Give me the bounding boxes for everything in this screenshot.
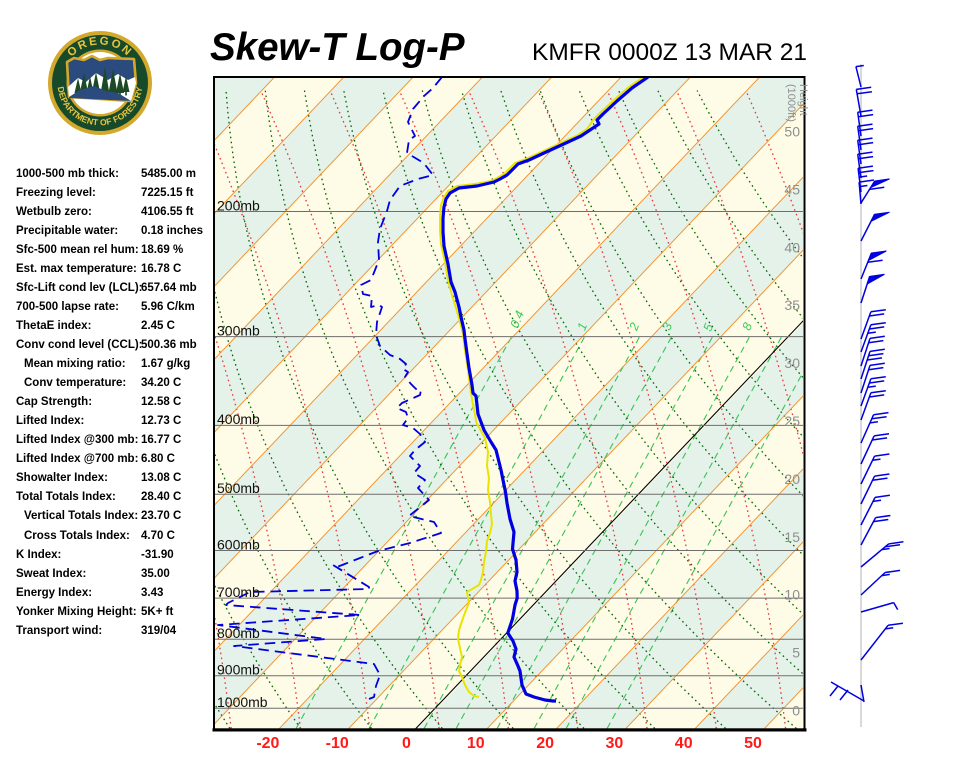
svg-text:3: 3 [659, 321, 675, 333]
svg-text:0: 0 [402, 735, 411, 752]
svg-text:30: 30 [784, 355, 800, 371]
svg-text:Height: Height [797, 84, 809, 116]
svg-text:30: 30 [606, 735, 624, 752]
svg-text:8: 8 [739, 321, 755, 333]
svg-text:20: 20 [536, 735, 554, 752]
svg-text:400mb: 400mb [217, 411, 260, 427]
svg-text:45: 45 [784, 181, 800, 197]
svg-text:1: 1 [574, 321, 590, 333]
svg-text:50: 50 [784, 124, 800, 140]
svg-text:800mb: 800mb [217, 625, 260, 641]
svg-text:15: 15 [784, 529, 800, 545]
svg-text:600mb: 600mb [217, 536, 260, 552]
svg-text:10: 10 [467, 735, 485, 752]
svg-text:35: 35 [784, 297, 800, 313]
svg-text:25: 25 [784, 413, 800, 429]
svg-text:0.4: 0.4 [508, 309, 528, 330]
svg-text:10: 10 [784, 587, 800, 603]
svg-text:200mb: 200mb [217, 197, 260, 213]
svg-text:900mb: 900mb [217, 662, 260, 678]
svg-text:5: 5 [792, 645, 800, 661]
svg-text:-10: -10 [326, 735, 349, 752]
svg-text:1000mb: 1000mb [217, 694, 268, 710]
svg-text:300mb: 300mb [217, 322, 260, 338]
svg-text:(1000ft): (1000ft) [785, 84, 797, 122]
svg-text:20: 20 [784, 471, 800, 487]
svg-text:500mb: 500mb [217, 480, 260, 496]
svg-text:40: 40 [675, 735, 693, 752]
svg-text:40: 40 [784, 239, 800, 255]
svg-text:0: 0 [792, 703, 800, 719]
svg-text:50: 50 [744, 735, 762, 752]
svg-text:5: 5 [700, 322, 716, 334]
svg-text:700mb: 700mb [217, 584, 260, 600]
svg-text:-20: -20 [256, 735, 279, 752]
